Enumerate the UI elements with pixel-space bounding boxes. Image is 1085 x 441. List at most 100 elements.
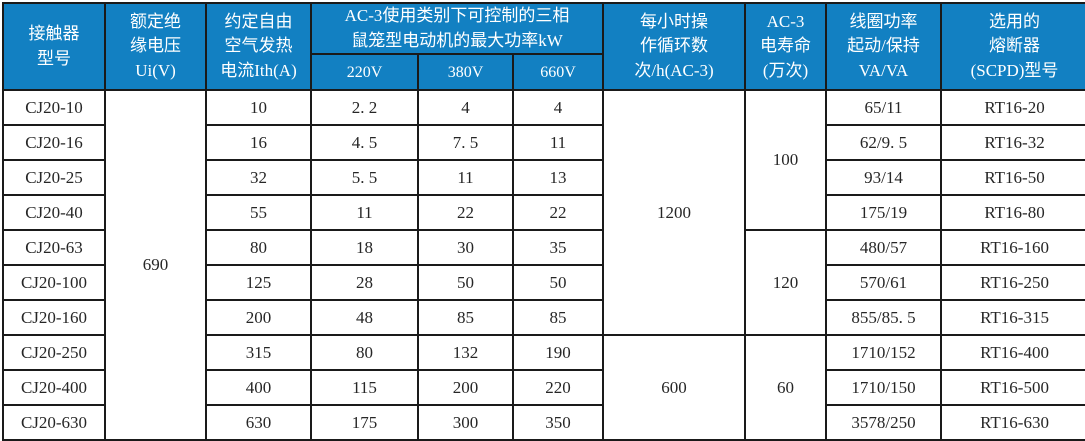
cell-life-merged: 100	[744, 89, 828, 232]
cell-ith: 630	[205, 404, 312, 441]
table-row: CJ20-10 690 10 2. 2 4 4 1200 100 65/11 R…	[2, 89, 1085, 441]
cell-fuse: RT16-630	[940, 404, 1085, 441]
cell-coil: 1710/150	[825, 369, 943, 407]
table-body: CJ20-10 690 10 2. 2 4 4 1200 100 65/11 R…	[2, 89, 1085, 441]
cell-model: CJ20-100	[2, 264, 106, 302]
cell-ith: 125	[205, 264, 312, 302]
cell-power-220: 5. 5	[310, 159, 419, 197]
cell-power-660: 13	[511, 159, 605, 197]
cell-ith: 200	[205, 299, 312, 337]
table-row: CJ20-400 400 115 200 220 1710/150 RT16-5…	[2, 369, 1085, 407]
cell-power-380: 50	[417, 264, 514, 302]
cell-power-220: 175	[310, 404, 419, 441]
table-row: CJ20-160 200 48 85 85 855/85. 5 RT16-315	[2, 299, 1085, 337]
header-text-line: AC-3使用类别下可控制的三相	[344, 6, 570, 25]
cell-model: CJ20-16	[2, 124, 106, 162]
cell-fuse: RT16-50	[940, 159, 1085, 197]
header-text-line: (万次)	[762, 60, 809, 80]
header-text-line: 作循环数	[640, 36, 709, 56]
header-text-line: 每小时操	[640, 11, 709, 31]
header-text-line: 起动/保持	[847, 36, 920, 56]
cell-model: CJ20-63	[2, 229, 106, 267]
header-text-line: 熔断器	[989, 36, 1041, 56]
header-text-line: 电寿命	[760, 36, 812, 56]
header-fuse-type: 选用的 熔断器 (SCPD)型号	[940, 1, 1085, 92]
cell-ith: 80	[205, 229, 312, 267]
cell-power-660: 190	[511, 334, 605, 372]
cell-power-380: 132	[417, 334, 514, 372]
header-text-line: 选用的	[989, 11, 1041, 31]
header-text-line: 缘电压	[130, 36, 181, 56]
table-row: CJ20-40 55 11 22 22 175/19 RT16-80	[2, 194, 1085, 232]
header-text-line: 次/h(AC-3)	[634, 60, 714, 80]
cell-power-660: 35	[511, 229, 605, 267]
cell-model: CJ20-160	[2, 299, 106, 337]
cell-ith: 315	[205, 334, 312, 372]
table-row: CJ20-100 125 28 50 50 570/61 RT16-250	[2, 264, 1085, 302]
cell-power-220: 115	[310, 369, 419, 407]
cell-power-380: 22	[417, 194, 514, 232]
cell-power-660: 4	[511, 89, 605, 127]
cell-life-merged: 120	[744, 229, 828, 337]
header-text-line: AC-3	[766, 11, 805, 31]
header-text-line: (SCPD)型号	[970, 60, 1059, 80]
cell-power-220: 28	[310, 264, 419, 302]
cell-coil: 62/9. 5	[825, 124, 943, 162]
header-text-line: 空气发热	[224, 36, 293, 56]
header-operating-cycles: 每小时操 作循环数 次/h(AC-3)	[602, 1, 747, 92]
header-text-line: Ui(V)	[135, 60, 176, 80]
cell-power-220: 11	[310, 194, 419, 232]
header-text-line: 接触器	[28, 24, 80, 43]
cell-model: CJ20-250	[2, 334, 106, 372]
cell-power-380: 11	[417, 159, 514, 197]
cell-coil: 855/85. 5	[825, 299, 943, 337]
cell-ith: 55	[205, 194, 312, 232]
cell-power-660: 220	[511, 369, 605, 407]
cell-model: CJ20-40	[2, 194, 106, 232]
cell-power-380: 7. 5	[417, 124, 514, 162]
header-text-line: 型号	[37, 48, 71, 68]
cell-life-merged: 60	[744, 334, 828, 441]
cell-model: CJ20-10	[2, 89, 106, 127]
cell-model: CJ20-25	[2, 159, 106, 197]
cell-power-660: 11	[511, 124, 605, 162]
cell-power-660: 50	[511, 264, 605, 302]
cell-coil: 175/19	[825, 194, 943, 232]
header-voltage-660: 660V	[511, 53, 605, 92]
cell-ui-merged: 690	[104, 89, 207, 441]
cell-power-220: 80	[310, 334, 419, 372]
header-voltage-380: 380V	[417, 53, 514, 92]
header-thermal-current: 约定自由 空气发热 电流Ith(A)	[205, 1, 312, 92]
cell-cycles-merged: 600	[602, 334, 747, 441]
cell-fuse: RT16-160	[940, 229, 1085, 267]
cell-power-380: 30	[417, 229, 514, 267]
cell-power-660: 85	[511, 299, 605, 337]
cell-power-660: 22	[511, 194, 605, 232]
cell-coil: 65/11	[825, 89, 943, 127]
header-ac3-max-power-group: AC-3使用类别下可控制的三相 鼠笼型电动机的最大功率kW	[309, 1, 605, 56]
header-text-line: 额定绝	[130, 11, 181, 31]
cell-coil: 570/61	[825, 264, 943, 302]
header-text-line: 鼠笼型电动机的最大功率kW	[351, 30, 563, 50]
cell-fuse: RT16-20	[940, 89, 1085, 127]
cell-fuse: RT16-250	[940, 264, 1085, 302]
cell-coil: 93/14	[825, 159, 943, 197]
cell-power-380: 200	[417, 369, 514, 407]
table-row: CJ20-630 630 175 300 350 3578/250 RT16-6…	[2, 404, 1085, 441]
header-text-line: 线圈功率	[849, 11, 918, 31]
table-row: CJ20-63 80 18 30 35 120 480/57 RT16-160	[2, 229, 1085, 337]
table-row: CJ20-250 315 80 132 190 600 60 1710/152 …	[2, 334, 1085, 441]
cell-coil: 3578/250	[825, 404, 943, 441]
cell-power-660: 350	[511, 404, 605, 441]
cell-power-380: 85	[417, 299, 514, 337]
header-text-line: 电流Ith(A)	[220, 60, 297, 80]
cell-ith: 16	[205, 124, 312, 162]
table-header: 接触器 型号 额定绝 缘电压 Ui(V) 约定自由 空气发热 电流Ith(A) …	[2, 1, 1085, 92]
cell-coil: 1710/152	[825, 334, 943, 372]
cell-fuse: RT16-400	[940, 334, 1085, 372]
cell-coil: 480/57	[825, 229, 943, 267]
cell-model: CJ20-630	[2, 404, 106, 441]
header-electrical-life: AC-3 电寿命 (万次)	[744, 1, 828, 92]
